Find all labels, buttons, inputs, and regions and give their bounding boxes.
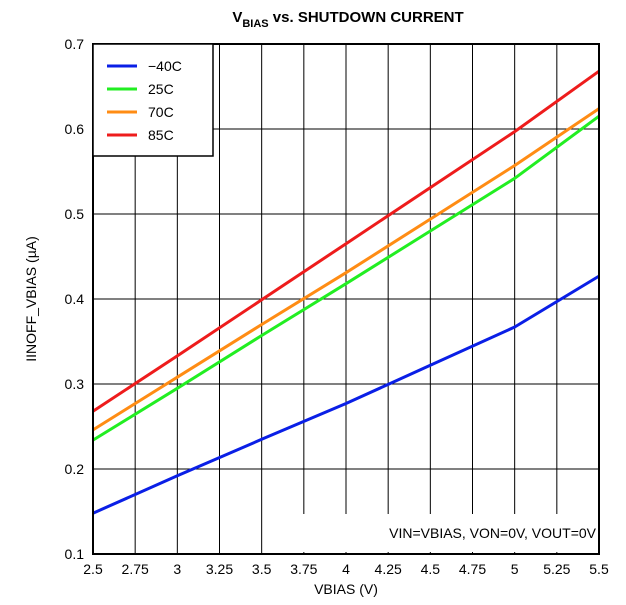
x-tick-label: 2.75 xyxy=(122,561,149,577)
y-axis-label: IINOFF_VBIAS (µA) xyxy=(23,236,39,362)
series-line xyxy=(92,274,600,515)
series-line xyxy=(92,114,600,442)
y-tick-label: 0.3 xyxy=(65,376,85,392)
y-tick-label: 0.1 xyxy=(65,546,85,562)
legend-box xyxy=(92,43,214,157)
x-tick-label: 5.25 xyxy=(543,561,570,577)
x-tick-label: 2.5 xyxy=(83,561,103,577)
y-tick-label: 0.5 xyxy=(65,206,85,222)
legend-label: 70C xyxy=(148,104,174,120)
y-tick-label: 0.4 xyxy=(65,291,85,307)
x-tick-label: 3.25 xyxy=(206,561,233,577)
x-tick-label: 4.75 xyxy=(459,561,486,577)
plot-frame xyxy=(92,43,600,555)
y-tick-labels: 0.1 0.2 0.3 0.4 0.5 0.6 0.7 xyxy=(65,36,85,562)
x-tick-label: 3.75 xyxy=(290,561,317,577)
x-tick-label: 5.5 xyxy=(589,561,609,577)
x-tick-label: 4.25 xyxy=(375,561,402,577)
y-tick-label: 0.2 xyxy=(65,461,85,477)
series-line xyxy=(92,107,600,432)
x-axis-label: VBIAS (V) xyxy=(314,581,378,597)
title-main: V xyxy=(232,9,242,26)
series-line xyxy=(92,69,600,413)
legend-label: −40C xyxy=(148,58,182,74)
legend-label: 25C xyxy=(148,81,174,97)
x-tick-label: 4.5 xyxy=(421,561,441,577)
title-rest: vs. SHUTDOWN CURRENT xyxy=(269,9,464,26)
x-tick-labels: 2.5 2.75 3 3.25 3.5 3.75 4 4.25 4.5 4.75 5 5.25 5.5 xyxy=(83,561,609,577)
title-subscript: BIAS xyxy=(242,18,268,30)
annotation-background xyxy=(302,514,597,552)
x-tick-label: 3.5 xyxy=(252,561,272,577)
y-tick-label: 0.7 xyxy=(65,36,85,52)
x-tick-label: 4 xyxy=(342,561,350,577)
legend: −40C 25C 70C 85C xyxy=(92,43,214,157)
y-tick-label: 0.6 xyxy=(65,121,85,137)
series-layer xyxy=(92,69,600,515)
condition-annotation: VIN=VBIAS, VON=0V, VOUT=0V xyxy=(389,525,597,541)
chart-title: VBIAS vs. SHUTDOWN CURRENT xyxy=(232,9,463,30)
x-tick-label: 5 xyxy=(511,561,519,577)
x-tick-label: 3 xyxy=(173,561,181,577)
legend-label: 85C xyxy=(148,127,174,143)
